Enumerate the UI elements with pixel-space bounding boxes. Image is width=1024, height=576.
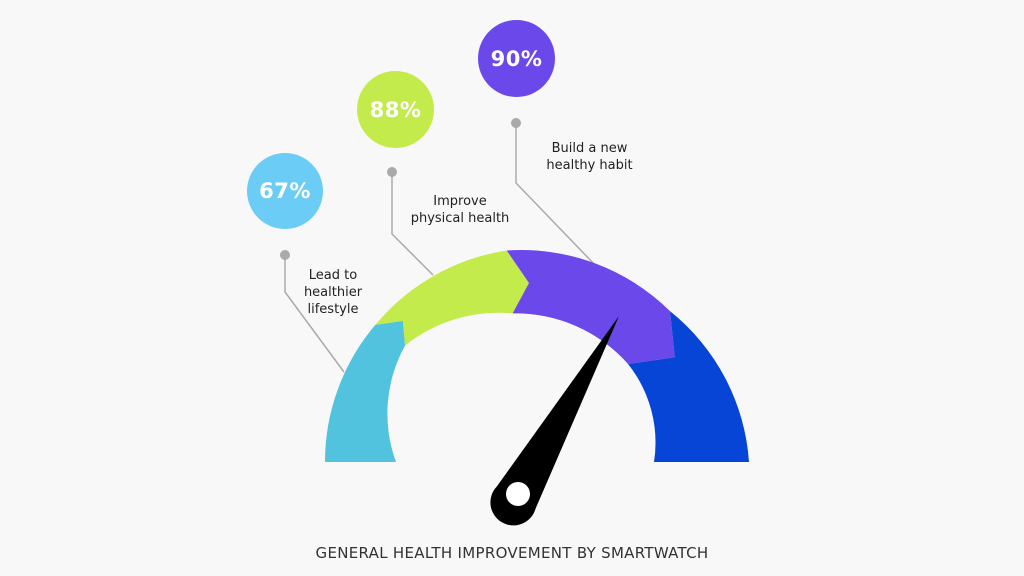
chart-title: GENERAL HEALTH IMPROVEMENT BY SMARTWATCH <box>315 544 709 562</box>
gauge-needle-hub <box>506 482 530 506</box>
value-bubble-2: 88% <box>357 71 434 148</box>
value-label-3: 90% <box>490 46 543 71</box>
leader-dot-3 <box>511 118 521 128</box>
callout-text-2: Improve physical health <box>410 194 510 226</box>
leader-line-3 <box>515 123 597 267</box>
gauge-segment-4 <box>628 311 749 462</box>
gauge-needle <box>490 316 619 526</box>
callout-text-3: Build a new healthy habit <box>546 141 633 173</box>
leader-line-2 <box>391 172 434 276</box>
leader-dot-1 <box>280 250 290 260</box>
value-bubble-1: 67% <box>247 153 323 229</box>
leader-line-1 <box>284 255 345 373</box>
gauge-segment-2 <box>375 250 529 346</box>
gauge-segment-1 <box>325 320 406 462</box>
value-label-2: 88% <box>369 97 422 122</box>
gauge-segment-3 <box>506 250 675 364</box>
leader-dot-2 <box>387 167 397 177</box>
value-bubble-3: 90% <box>478 20 555 97</box>
value-label-1: 67% <box>259 179 311 203</box>
callout-text-1: Lead to healthier lifestyle <box>303 268 363 317</box>
